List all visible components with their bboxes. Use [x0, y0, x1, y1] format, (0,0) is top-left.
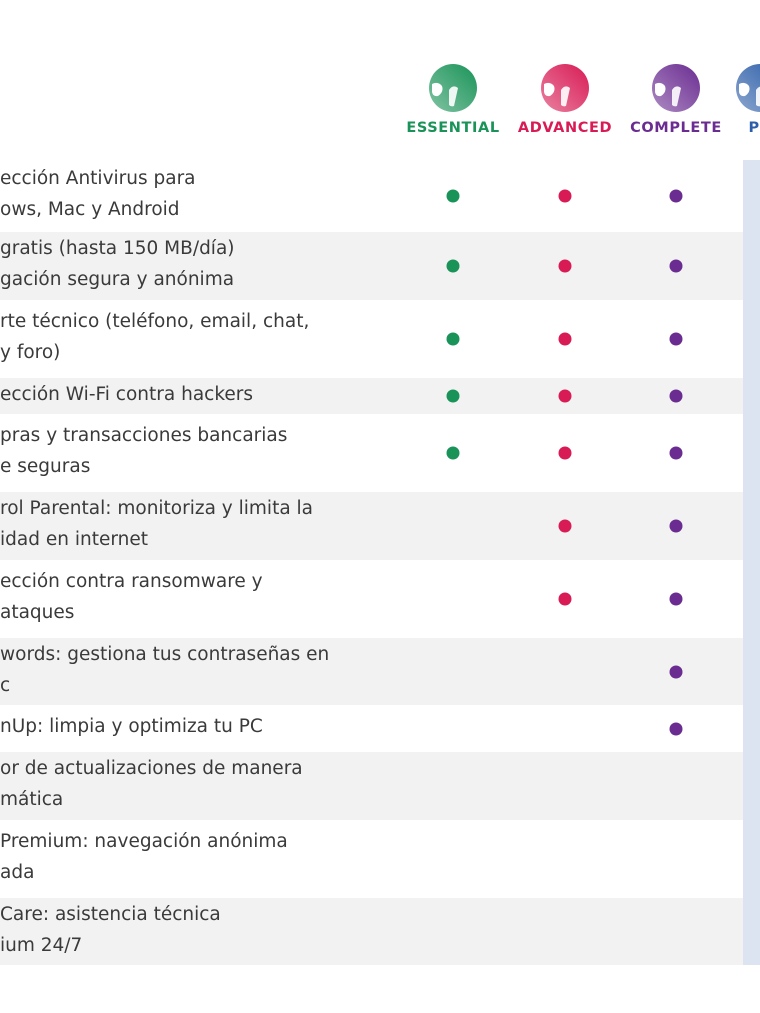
check-dot	[669, 722, 683, 735]
feature-text: Premium: navegación anónima	[0, 831, 288, 852]
check-dot	[669, 259, 683, 273]
feature-text: Care: asistencia técnica	[0, 903, 221, 925]
feature-text: e seguras	[0, 456, 91, 477]
feature-text: ataques	[0, 602, 75, 623]
feature-text: y foro)	[0, 342, 61, 363]
check-dot	[558, 189, 572, 203]
check-dot	[558, 519, 572, 533]
feature-text: rte técnico (teléfono, email, chat,	[0, 311, 310, 332]
table-row	[0, 232, 743, 300]
product-logo	[652, 64, 700, 112]
feature-text: c	[0, 674, 11, 696]
check-dot	[558, 332, 572, 346]
feature-text: ección Wi-Fi contra hackers	[0, 383, 254, 405]
table-row	[0, 638, 743, 705]
product-logo	[429, 64, 477, 112]
feature-text: ección Antivirus para	[0, 168, 196, 189]
feature-text: words: gestiona tus contraseñas en	[0, 643, 330, 665]
check-dot	[669, 665, 683, 678]
column-label: ESSENTIAL	[406, 120, 500, 136]
check-dot	[558, 592, 572, 606]
feature-text: gación segura y anónima	[0, 269, 235, 290]
feature-text: or de actualizaciones de manera	[0, 758, 303, 779]
feature-text: ows, Mac y Android	[0, 199, 180, 220]
check-dot	[669, 332, 683, 346]
table-row	[0, 898, 743, 965]
feature-text: idad en internet	[0, 529, 148, 550]
feature-text: rol Parental: monitoriza y limita la	[0, 498, 314, 519]
highlight-column	[743, 160, 760, 965]
column-label: ADVANCED	[517, 120, 613, 136]
check-dot	[446, 446, 460, 460]
check-dot	[669, 592, 683, 606]
feature-text: ium 24/7	[0, 934, 83, 956]
product-logo	[736, 64, 760, 112]
check-dot	[669, 389, 683, 403]
check-dot	[669, 189, 683, 203]
check-dot	[558, 259, 572, 273]
feature-text: pras y transacciones bancarias	[0, 425, 288, 446]
check-dot	[446, 259, 460, 273]
check-dot	[446, 189, 460, 203]
product-logo	[541, 64, 589, 112]
check-dot	[558, 446, 572, 460]
table-row	[0, 492, 743, 560]
feature-text: gratis (hasta 150 MB/día)	[0, 238, 235, 259]
check-dot	[446, 332, 460, 346]
feature-text: ección contra ransomware y	[0, 571, 263, 592]
table-row	[0, 752, 743, 820]
check-dot	[669, 446, 683, 460]
column-label: COMPLETE	[630, 120, 722, 136]
check-dot	[669, 519, 683, 533]
feature-text: mática	[0, 789, 64, 810]
column-label: PR	[748, 120, 760, 136]
table-row	[0, 378, 743, 414]
feature-text: nUp: limpia y optimiza tu PC	[0, 716, 263, 737]
check-dot	[446, 389, 460, 403]
feature-text: ada	[0, 862, 35, 883]
check-dot	[558, 389, 572, 403]
